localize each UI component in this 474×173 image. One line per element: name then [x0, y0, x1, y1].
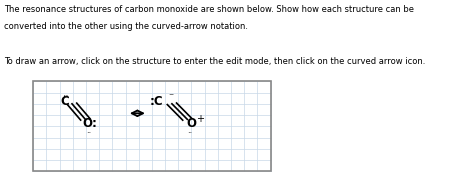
- Text: The resonance structures of carbon monoxide are shown below. Show how each struc: The resonance structures of carbon monox…: [4, 5, 414, 14]
- Text: +: +: [196, 114, 204, 124]
- Text: To draw an arrow, click on the structure to enter the edit mode, then click on t: To draw an arrow, click on the structure…: [4, 57, 426, 66]
- Text: ··: ··: [188, 129, 193, 138]
- Text: ··: ··: [86, 129, 91, 138]
- Text: converted into the other using the curved-arrow notation.: converted into the other using the curve…: [4, 22, 248, 31]
- Text: O:: O:: [82, 117, 97, 130]
- Text: ⁻: ⁻: [168, 92, 173, 102]
- Text: O: O: [186, 117, 197, 130]
- Text: :C: :C: [150, 95, 163, 108]
- Text: C̈: C̈: [60, 95, 69, 108]
